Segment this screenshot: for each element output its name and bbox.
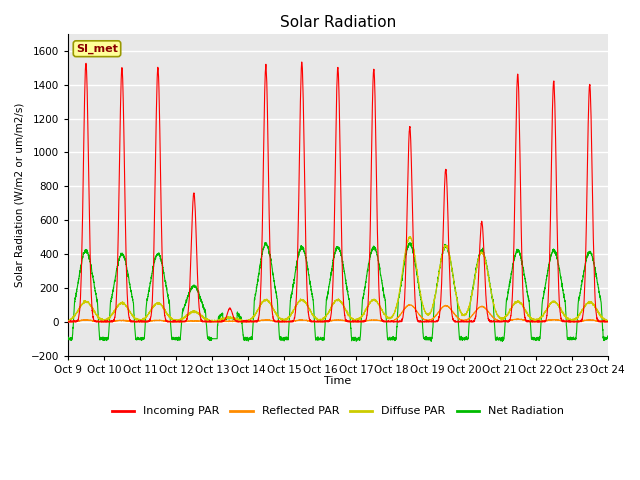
Legend: Incoming PAR, Reflected PAR, Diffuse PAR, Net Radiation: Incoming PAR, Reflected PAR, Diffuse PAR… bbox=[108, 402, 568, 421]
Y-axis label: Solar Radiation (W/m2 or um/m2/s): Solar Radiation (W/m2 or um/m2/s) bbox=[15, 103, 25, 287]
Text: SI_met: SI_met bbox=[76, 44, 118, 54]
Title: Solar Radiation: Solar Radiation bbox=[280, 15, 396, 30]
X-axis label: Time: Time bbox=[324, 376, 351, 386]
